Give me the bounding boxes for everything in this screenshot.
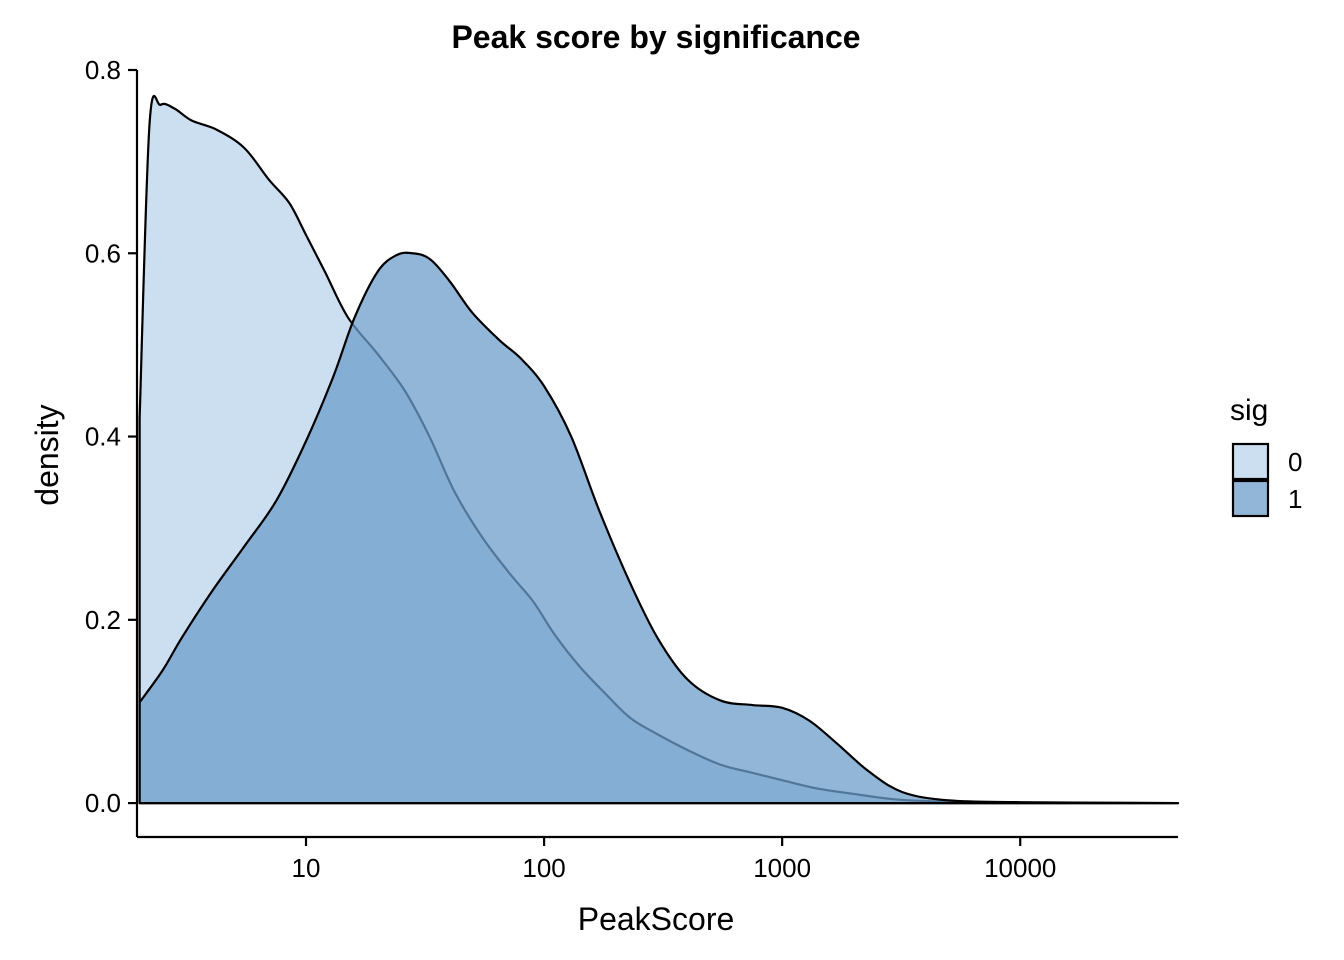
y-tick-label: 0.6 (85, 238, 121, 268)
chart-title: Peak score by significance (451, 19, 860, 55)
x-tick-label: 100 (522, 853, 565, 883)
density-area-sig-1 (138, 251, 1180, 805)
legend-key-sig-0 (1231, 442, 1270, 481)
y-axis-title: density (29, 404, 65, 505)
x-ticks: 10 100 1000 10000 (292, 837, 1056, 883)
x-axis-title: PeakScore (578, 901, 735, 937)
legend-title: sig (1230, 394, 1268, 427)
legend-items: 01 (1231, 442, 1302, 518)
legend-label-sig-0: 0 (1288, 447, 1302, 477)
y-tick-label: 0.4 (85, 422, 121, 452)
x-tick-label: 10 (292, 853, 321, 883)
legend: sig 01 (1230, 394, 1302, 518)
y-tick-label: 0.0 (85, 788, 121, 818)
x-tick-label: 10000 (984, 853, 1056, 883)
y-ticks: 0.0 0.2 0.4 0.6 0.8 (85, 55, 137, 818)
y-tick-label: 0.8 (85, 55, 121, 85)
legend-key-sig-1 (1231, 479, 1270, 518)
x-tick-label: 1000 (753, 853, 811, 883)
series-layer (138, 95, 1180, 805)
legend-label-sig-1: 1 (1288, 484, 1302, 514)
y-tick-label: 0.2 (85, 605, 121, 635)
